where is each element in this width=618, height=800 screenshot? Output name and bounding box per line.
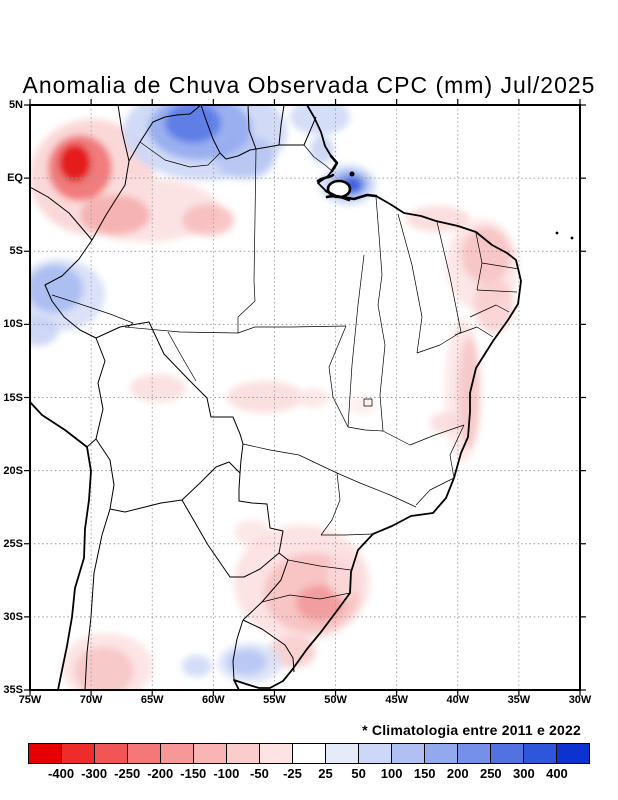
anomaly-region: [310, 136, 334, 164]
colorbar-tick-label: -50: [250, 766, 269, 781]
lat-label: 15S: [3, 391, 23, 404]
island-dot: [570, 236, 574, 240]
colorbar-segment: [326, 744, 359, 763]
colorbar-tick-label: 100: [380, 766, 403, 781]
colorbar-tick-label: -400: [48, 766, 75, 781]
colorbar-segment: [392, 744, 425, 763]
colorbar-tick-label: -200: [147, 766, 174, 781]
colorbar-tick-label: 200: [446, 766, 469, 781]
lon-axis-labels: 75W 70W 65W 60W 55W 50W 45W 40W 35W 30W: [19, 694, 592, 710]
anomaly-region: [227, 649, 267, 675]
lon-label: 60W: [202, 694, 225, 706]
lon-label: 55W: [263, 694, 286, 706]
colorbar-segment: [194, 744, 227, 763]
colorbar-tick-label: 250: [479, 766, 502, 781]
map-frame: 5N EQ 5S 10S 15S 20S 25S 30S 35S 75W 70W 65W 60W 55W…: [3, 99, 591, 706]
colorbar-tick-label: 25: [318, 766, 333, 781]
lon-label: 65W: [140, 694, 164, 706]
lon-label: 50W: [324, 694, 347, 706]
colorbar-labels: -400 -300 -250 -200 -150 -100 -50 -25 25 50 100 150…: [28, 766, 590, 782]
anomaly-region: [458, 337, 480, 449]
anomaly-region: [130, 374, 186, 402]
colorbar-tick-label: 150: [413, 766, 436, 781]
island-dot: [555, 231, 559, 235]
map-border-frame: [29, 104, 581, 691]
lat-label: 5S: [9, 245, 23, 258]
colorbar-segment: [557, 744, 589, 763]
colorbar-segment: [29, 744, 62, 763]
anomaly-region: [182, 655, 212, 677]
lat-label: 5N: [8, 99, 23, 111]
lon-label: 40W: [446, 694, 470, 706]
climatology-footnote: * Climatologia entre 2011 e 2022: [362, 722, 581, 738]
colorbar-tick-label: -25: [283, 766, 302, 781]
anomaly-shading-layer: [30, 105, 518, 690]
colorbar-tick-label: -100: [213, 766, 240, 781]
anomaly-region: [297, 388, 329, 408]
colorbar-tick-label: -300: [81, 766, 108, 781]
colorbar-segment: [293, 744, 326, 763]
lat-label: 10S: [3, 318, 23, 331]
lat-label: 35S: [3, 684, 23, 696]
anomaly-region: [348, 395, 376, 415]
anomaly-region: [461, 227, 511, 283]
anomaly-region: [327, 551, 363, 599]
state-borders: [51, 141, 520, 603]
country-borders: [30, 105, 317, 690]
colorbar-tick-label: 50: [351, 766, 366, 781]
pacific-coastline: [30, 401, 92, 690]
distrito-federal-outline: [363, 398, 373, 407]
colorbar-segment: [359, 744, 392, 763]
anomaly-region: [30, 316, 58, 346]
lat-label: 30S: [3, 610, 23, 623]
colorbar-segment: [128, 744, 161, 763]
colorbar-segment: [161, 744, 194, 763]
anomaly-region: [74, 647, 134, 690]
colorbar-segment: [227, 744, 260, 763]
colorbar-segments: [28, 743, 590, 764]
anomaly-region: [430, 412, 460, 434]
colorbar-segment: [95, 744, 128, 763]
anomaly-region: [296, 585, 344, 621]
lat-axis-labels: 5N EQ 5S 10S 15S 20S 25S 30S 35S: [0, 99, 27, 696]
lon-label: 35W: [507, 694, 531, 706]
coastline-borders-layer: [30, 105, 574, 690]
anomaly-region: [227, 381, 303, 413]
colorbar-segment: [260, 744, 293, 763]
colorbar-segment: [524, 744, 557, 763]
colorbar-tick-label: -250: [114, 766, 141, 781]
colorbar-segment: [491, 744, 524, 763]
anomaly-region: [80, 195, 150, 235]
lat-label: 20S: [3, 464, 23, 477]
anomaly-region: [406, 206, 470, 232]
colorbar-segment: [62, 744, 95, 763]
anomaly-region: [59, 144, 91, 182]
colorbar: -400 -300 -250 -200 -150 -100 -50 -25 25 50 100 150…: [28, 743, 590, 782]
colorbar-segment: [458, 744, 491, 763]
lon-label: 75W: [18, 694, 42, 706]
colorbar-tick-label: 300: [513, 766, 535, 781]
lon-label: 70W: [79, 694, 103, 706]
atlantic-coastline: [233, 105, 522, 690]
lon-label: 45W: [385, 694, 408, 706]
map-canvas: [24, 99, 586, 696]
grid-layer: [29, 104, 581, 691]
lat-label: EQ: [7, 172, 23, 185]
colorbar-segment: [425, 744, 458, 763]
anomaly-region: [290, 105, 350, 135]
colorbar-tick-label: 400: [546, 766, 568, 781]
amazon-estuary: [316, 154, 378, 202]
colorbar-tick-label: -150: [180, 766, 207, 781]
anomaly-region: [182, 204, 234, 236]
lon-label: 30W: [568, 694, 592, 706]
lat-label: 25S: [3, 537, 23, 550]
map-title: Anomalia de Chuva Observada CPC (mm) Jul…: [22, 72, 596, 98]
